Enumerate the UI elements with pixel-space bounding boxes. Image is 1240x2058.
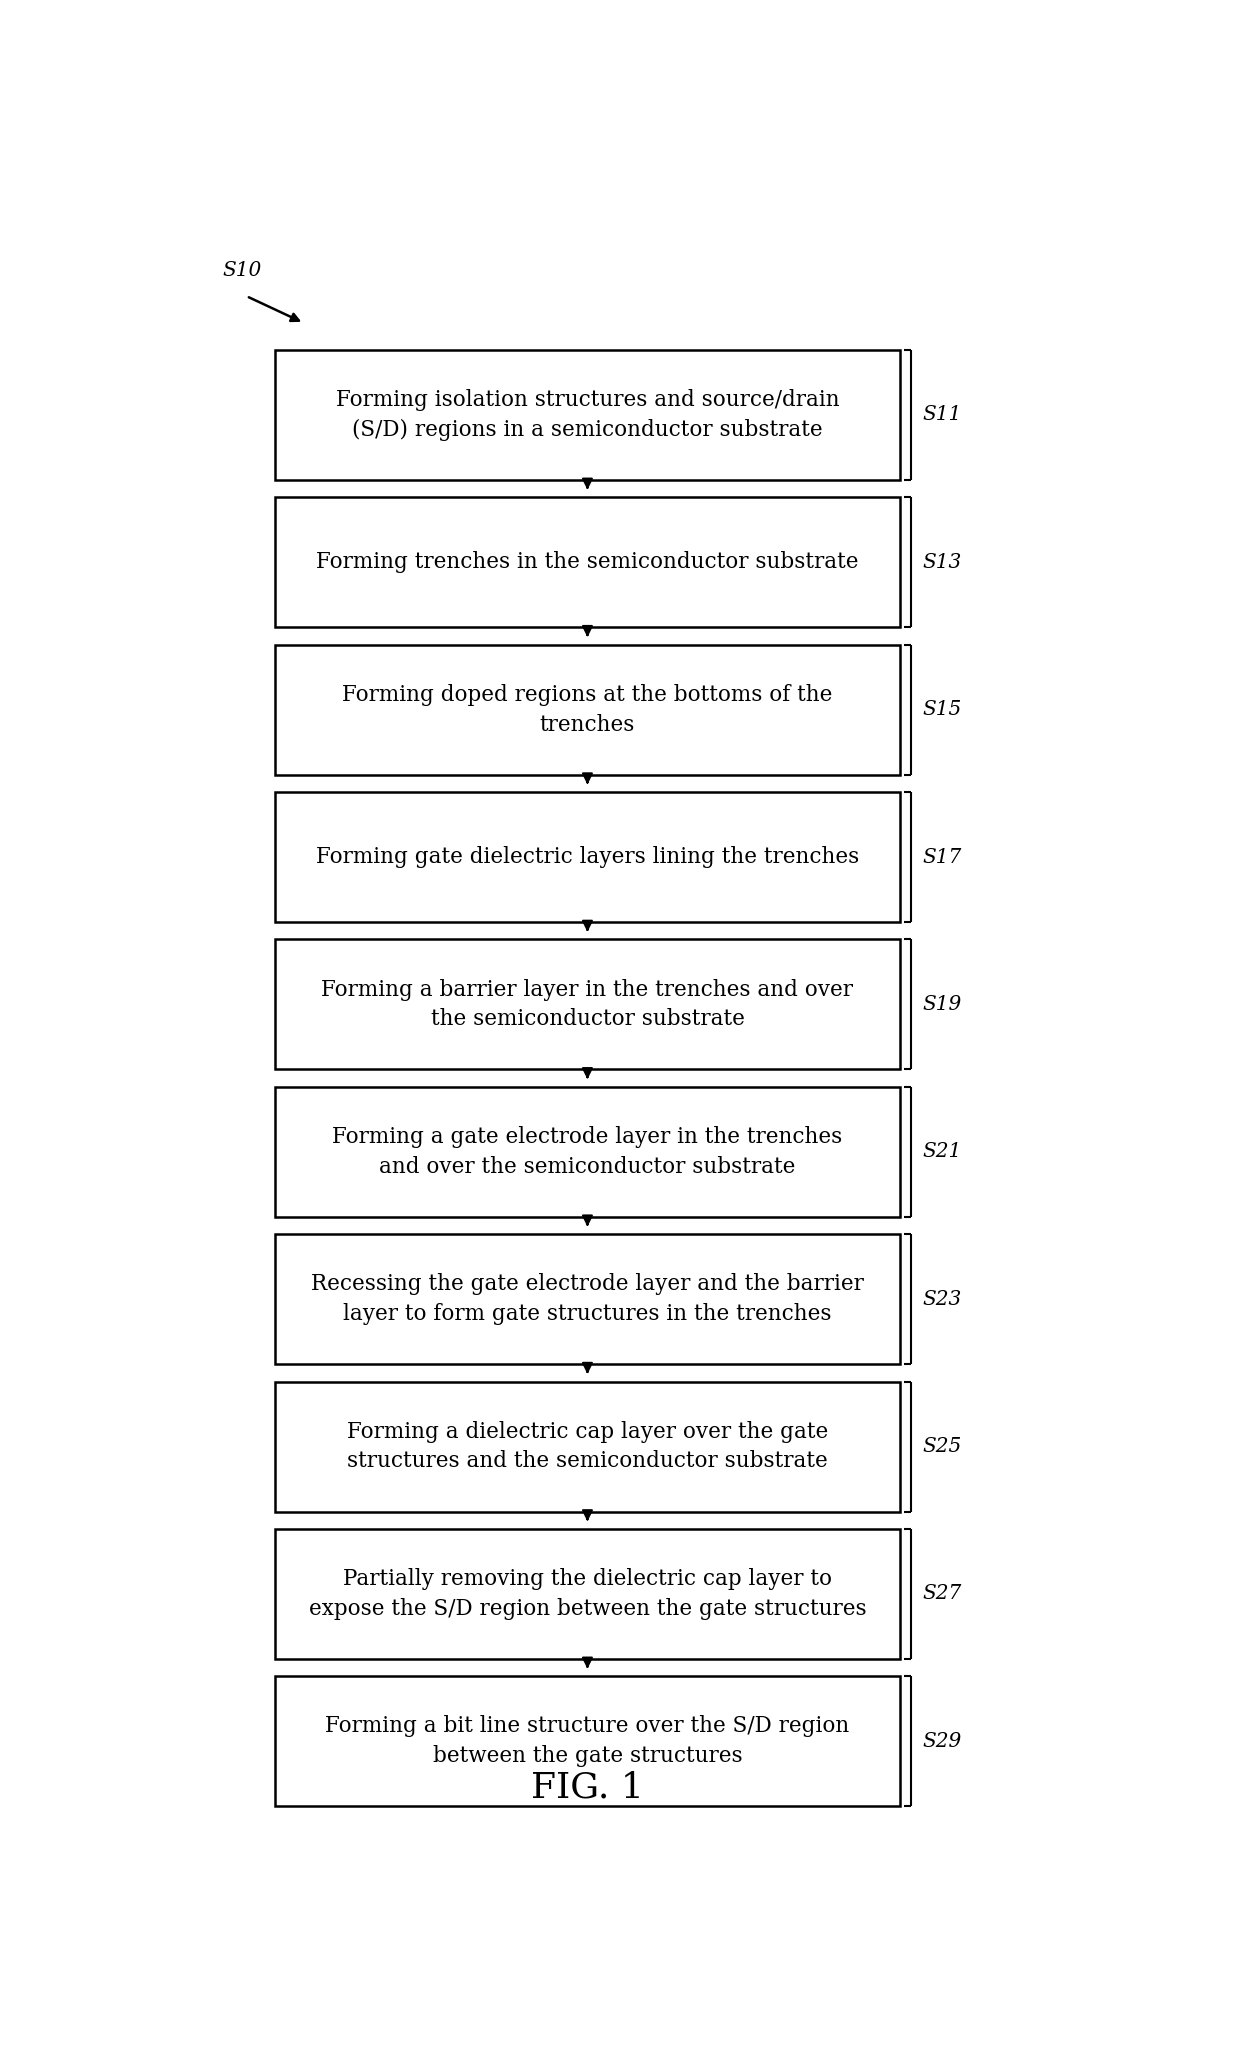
Text: Forming isolation structures and source/drain
(S/D) regions in a semiconductor s: Forming isolation structures and source/… (336, 389, 839, 440)
Bar (275, 498, 900, 628)
Bar (275, 644, 900, 774)
Bar (275, 1381, 900, 1511)
Text: FIG. 1: FIG. 1 (531, 1770, 644, 1805)
Text: Forming a dielectric cap layer over the gate
structures and the semiconductor su: Forming a dielectric cap layer over the … (347, 1420, 828, 1471)
Text: S11: S11 (923, 405, 962, 424)
Text: S25: S25 (923, 1436, 962, 1457)
Bar (275, 1235, 900, 1364)
Text: Partially removing the dielectric cap layer to
expose the S/D region between the: Partially removing the dielectric cap la… (309, 1568, 867, 1620)
Text: S17: S17 (923, 848, 962, 866)
Text: Recessing the gate electrode layer and the barrier
layer to form gate structures: Recessing the gate electrode layer and t… (311, 1274, 864, 1325)
Text: Forming a barrier layer in the trenches and over
the semiconductor substrate: Forming a barrier layer in the trenches … (321, 980, 853, 1031)
Bar (275, 1677, 900, 1807)
Bar (275, 1529, 900, 1659)
Text: S15: S15 (923, 700, 962, 718)
Text: S23: S23 (923, 1290, 962, 1309)
Text: S19: S19 (923, 994, 962, 1015)
Text: S10: S10 (222, 261, 262, 280)
Bar (275, 350, 900, 480)
Text: S21: S21 (923, 1142, 962, 1161)
Text: Forming trenches in the semiconductor substrate: Forming trenches in the semiconductor su… (316, 552, 858, 574)
Text: Forming a bit line structure over the S/D region
between the gate structures: Forming a bit line structure over the S/… (325, 1716, 849, 1768)
Text: Forming doped regions at the bottoms of the
trenches: Forming doped regions at the bottoms of … (342, 683, 832, 735)
Text: S13: S13 (923, 554, 962, 572)
Bar (275, 938, 900, 1070)
Bar (275, 792, 900, 922)
Text: S29: S29 (923, 1731, 962, 1751)
Text: Forming gate dielectric layers lining the trenches: Forming gate dielectric layers lining th… (316, 846, 859, 868)
Bar (275, 1087, 900, 1216)
Text: Forming a gate electrode layer in the trenches
and over the semiconductor substr: Forming a gate electrode layer in the tr… (332, 1126, 842, 1177)
Text: S27: S27 (923, 1585, 962, 1603)
